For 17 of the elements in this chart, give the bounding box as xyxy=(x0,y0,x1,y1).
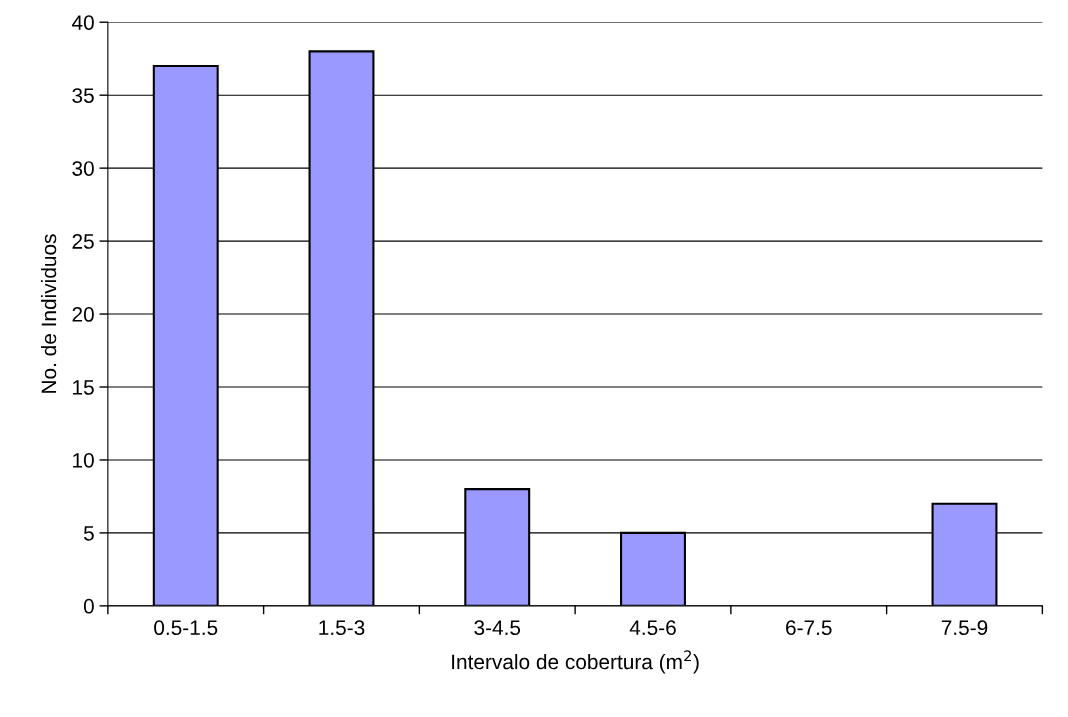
x-tick-label: 7.5-9 xyxy=(941,620,988,636)
y-tick-label: 25 xyxy=(72,234,94,249)
x-tick-label: 0.5-1.5 xyxy=(154,620,218,636)
y-tick-label: 35 xyxy=(72,88,94,103)
y-tick-label: 40 xyxy=(71,15,94,30)
y-tick-label: 15 xyxy=(73,380,94,395)
x-tick-label: 3-4.5 xyxy=(474,620,521,636)
y-tick-label: 0 xyxy=(83,598,94,614)
x-tick-label: 1.5-3 xyxy=(319,620,365,636)
y-tick-label: 20 xyxy=(72,307,94,322)
x-tick-label: 6-7.5 xyxy=(786,620,832,636)
y-axis-title: No. de Individuos xyxy=(40,234,57,393)
x-tick-label: 4.5-6 xyxy=(629,620,676,636)
x-axis-title: Intervalo de cobertura (m$^{2}$) xyxy=(452,650,699,674)
y-tick-label: 10 xyxy=(73,452,94,468)
y-tick-label: 30 xyxy=(72,161,94,176)
y-tick-label: 5 xyxy=(83,526,94,541)
